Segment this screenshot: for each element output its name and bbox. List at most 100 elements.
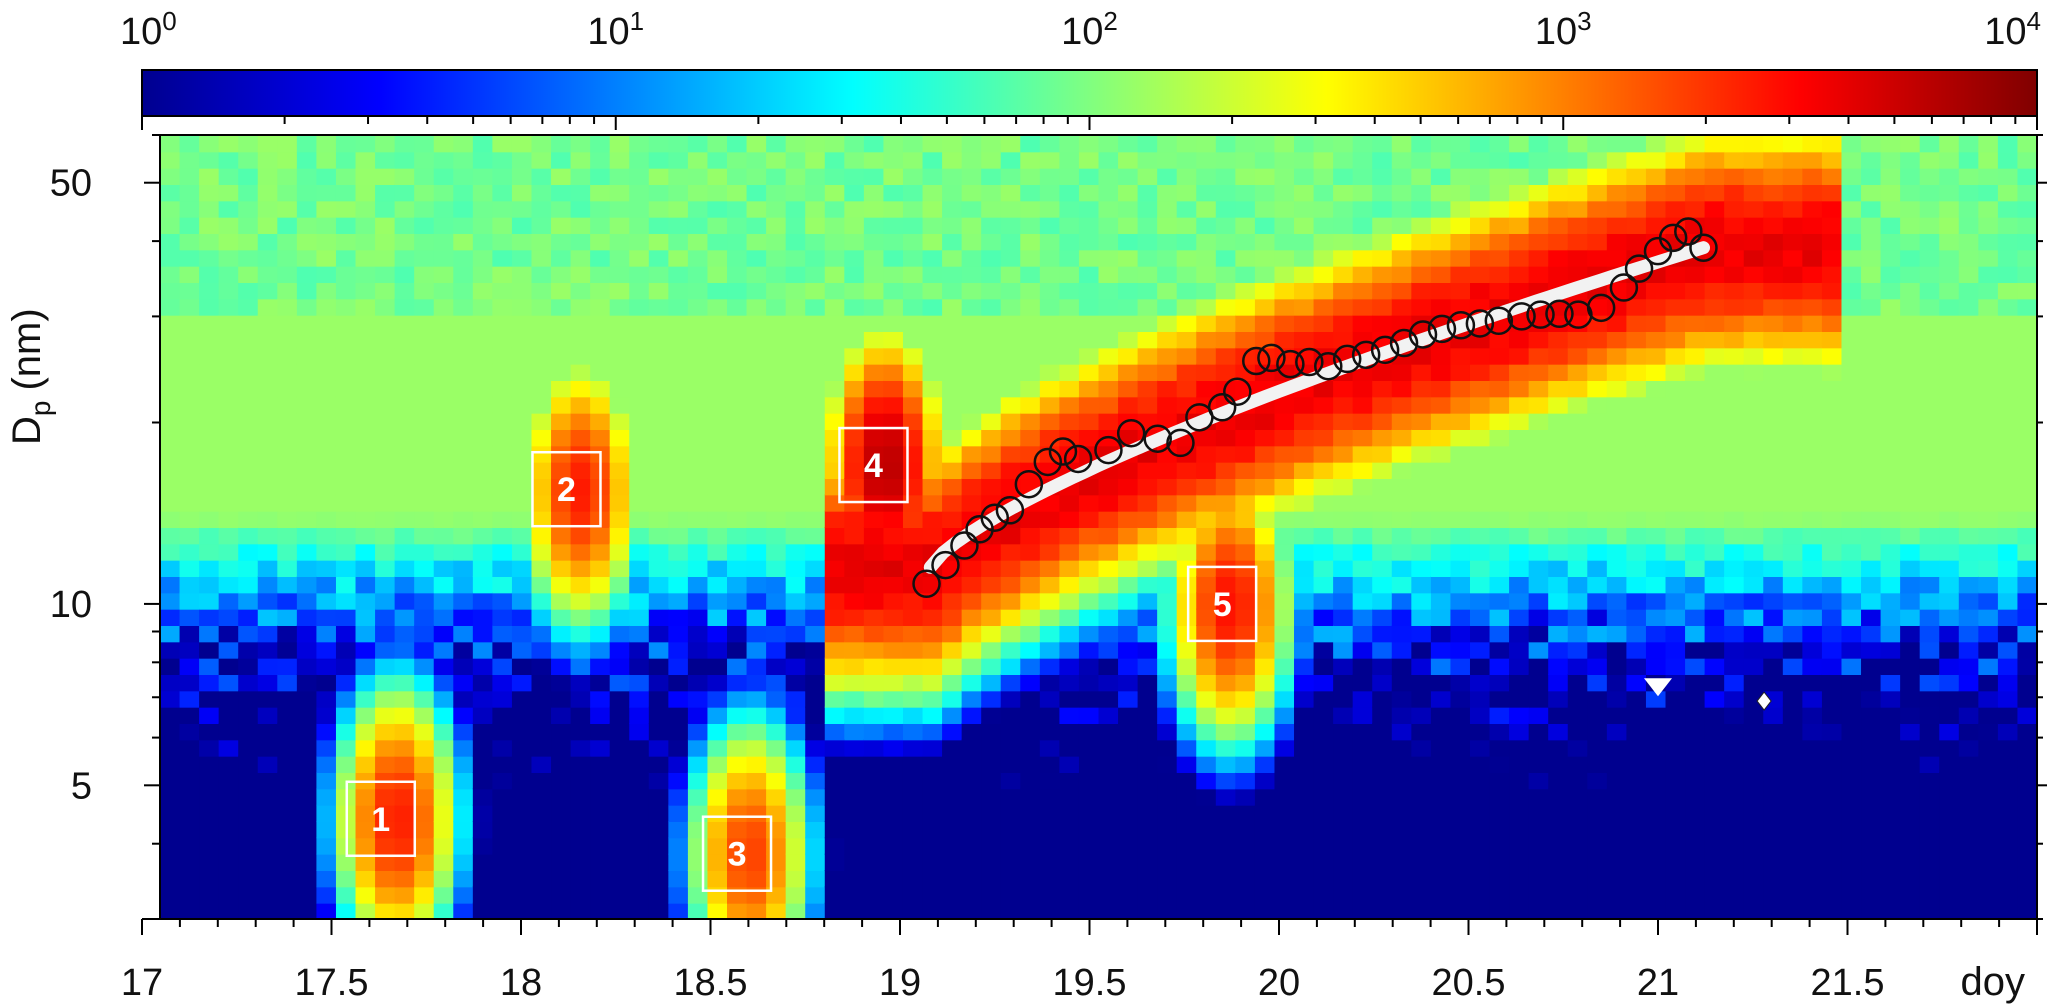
heatmap-cell — [1352, 739, 1374, 757]
heatmap-cell — [1059, 625, 1080, 643]
heatmap-cell — [472, 347, 494, 365]
heatmap-cell — [1078, 592, 1100, 610]
heatmap-cell — [316, 494, 337, 512]
heatmap-cell — [1196, 200, 1217, 218]
heatmap-cell — [394, 233, 416, 251]
heatmap-cell — [1567, 690, 1589, 708]
heatmap-cell — [727, 216, 748, 234]
heatmap-cell — [1294, 902, 1315, 919]
heatmap-cell — [981, 853, 1002, 871]
heatmap-cell — [1157, 788, 1178, 806]
heatmap-cell — [942, 233, 963, 251]
heatmap-cell — [199, 167, 220, 185]
heatmap-cell — [1606, 445, 1628, 463]
heatmap-cell — [1900, 429, 1921, 447]
heatmap-cell — [1743, 184, 1765, 202]
heatmap-cell — [453, 151, 474, 169]
heatmap-cell — [1352, 298, 1374, 316]
heatmap-cell — [1274, 216, 1296, 234]
heatmap-cell — [1078, 331, 1100, 349]
heatmap-cell — [1430, 347, 1452, 365]
heatmap-cell — [1333, 461, 1354, 479]
heatmap-cell — [316, 249, 337, 267]
heatmap-cell — [1978, 608, 1999, 626]
event-box-3: 3 — [701, 815, 773, 892]
heatmap-cell — [355, 706, 377, 724]
heatmap-cell — [1958, 886, 1980, 904]
heatmap-cell — [1235, 135, 1256, 153]
heatmap-cell — [316, 216, 337, 234]
heatmap-cell — [375, 723, 396, 741]
heatmap-cell — [1763, 853, 1784, 871]
heatmap-cell — [1430, 200, 1452, 218]
heatmap-cell — [727, 380, 748, 398]
heatmap-cell — [375, 184, 396, 202]
heatmap-cell — [1469, 249, 1491, 267]
heatmap-cell — [1685, 151, 1706, 169]
heatmap-cell — [942, 331, 963, 349]
heatmap-cell — [746, 265, 768, 283]
heatmap-cell — [160, 641, 181, 659]
heatmap-cell — [824, 282, 846, 300]
heatmap-cell — [1294, 625, 1315, 643]
heatmap-cell — [238, 755, 259, 773]
heatmap-cell — [433, 706, 455, 724]
heatmap-cell — [1743, 314, 1765, 332]
heatmap-cell — [1939, 396, 1960, 414]
heatmap-cell — [687, 363, 709, 381]
heatmap-cell — [1645, 886, 1667, 904]
heatmap-cell — [394, 804, 416, 822]
heatmap-cell — [648, 772, 670, 790]
heatmap-cell — [1098, 723, 1120, 741]
heatmap-cell — [1841, 641, 1863, 659]
heatmap-cell — [1157, 380, 1178, 398]
heatmap-cell — [453, 772, 474, 790]
heatmap-cell — [1000, 429, 1022, 447]
heatmap-cell — [199, 902, 220, 919]
heatmap-cell — [1958, 657, 1980, 675]
heatmap-cell — [160, 527, 181, 545]
heatmap-cell — [1802, 396, 1823, 414]
heatmap-cell — [1528, 608, 1550, 626]
heatmap-cell — [746, 870, 768, 888]
heatmap-cell — [1802, 314, 1823, 332]
heatmap-cell — [1391, 870, 1413, 888]
heatmap-cell — [1215, 249, 1237, 267]
heatmap-cell — [1724, 429, 1745, 447]
heatmap-field — [160, 135, 2037, 919]
heatmap-cell — [707, 739, 729, 757]
heatmap-cell — [1254, 821, 1276, 839]
heatmap-cell — [1704, 527, 1726, 545]
heatmap-cell — [1176, 282, 1198, 300]
heatmap-cell — [922, 396, 944, 414]
heatmap-cell — [511, 576, 533, 594]
heatmap-cell — [1606, 625, 1628, 643]
heatmap-cell — [1665, 853, 1687, 871]
heatmap-cell — [1958, 396, 1980, 414]
heatmap-cell — [1098, 314, 1120, 332]
heatmap-cell — [805, 821, 826, 839]
heatmap-cell — [805, 755, 826, 773]
heatmap-cell — [1176, 396, 1198, 414]
heatmap-cell — [824, 314, 846, 332]
heatmap-cell — [590, 412, 611, 430]
heatmap-cell — [1274, 853, 1296, 871]
heatmap-cell — [942, 559, 963, 577]
heatmap-cell — [1020, 412, 1041, 430]
heatmap-cell — [531, 200, 553, 218]
heatmap-cell — [1411, 412, 1432, 430]
heatmap-cell — [922, 706, 944, 724]
heatmap-cell — [922, 135, 944, 153]
heatmap-cell — [1059, 331, 1080, 349]
heatmap-cell — [922, 429, 944, 447]
heatmap-cell — [609, 853, 631, 871]
heatmap-cell — [785, 853, 807, 871]
heatmap-cell — [1020, 886, 1041, 904]
heatmap-cell — [1743, 804, 1765, 822]
heatmap-cell — [727, 135, 748, 153]
heatmap-cell — [1430, 233, 1452, 251]
heatmap-cell — [1430, 902, 1452, 919]
heatmap-cell — [531, 363, 553, 381]
heatmap-cell — [766, 853, 787, 871]
heatmap-cell — [1685, 657, 1706, 675]
